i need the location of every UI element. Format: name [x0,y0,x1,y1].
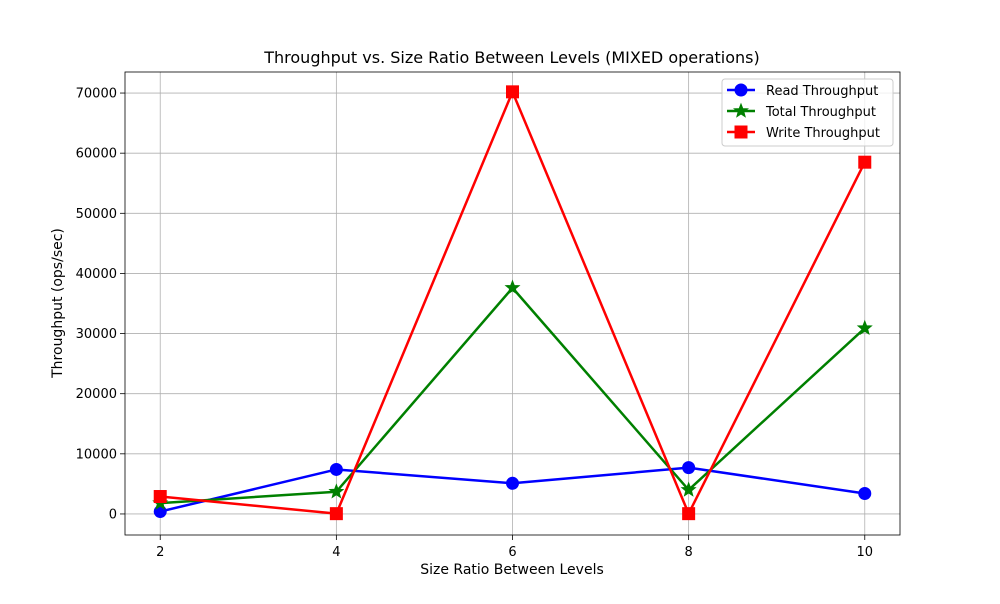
data-point [329,462,343,476]
y-tick-label: 10000 [76,447,117,462]
plot-frame [124,71,901,536]
data-point [153,490,167,504]
data-point [856,319,873,335]
y-tick-label: 20000 [76,387,117,402]
y-axis-label: Throughput (ops/sec) [50,228,66,379]
x-tick-label: 4 [332,545,340,560]
data-point [329,507,343,521]
x-tick-label: 6 [508,545,516,560]
legend-label: Total Throughput [765,105,876,120]
data-point [328,483,345,499]
data-point [506,476,519,490]
data-point [858,155,872,169]
legend-box [721,78,894,147]
y-tick-label: 40000 [76,267,117,282]
chart-title: Throughput vs. Size Ratio Between Levels… [263,48,759,67]
x-tick-label: 10 [856,545,873,560]
data-point [680,481,697,497]
y-tick-label: 30000 [76,327,117,342]
y-tick-label: 0 [109,507,117,522]
data-point [682,461,696,475]
y-tick-label: 70000 [76,87,117,102]
x-tick-label: 2 [156,545,164,560]
x-axis-label: Size Ratio Between Levels [420,562,604,578]
data-point [504,279,521,295]
legend: Read Throughput Total Throughput Write Thr… [721,78,894,147]
y-tick-label: 50000 [76,207,117,222]
legend-label: Write Throughput [766,126,880,141]
data-point [682,507,696,521]
data-point [858,487,872,501]
data-point [506,85,519,99]
legend-label: Read Throughput [766,84,878,99]
x-tick-label: 8 [684,545,692,560]
series-group [152,85,873,521]
y-tick-label: 60000 [76,147,117,162]
series-write-throughput [153,85,872,521]
legend-marker [734,83,748,97]
legend-marker [733,102,749,118]
legend-marker [734,125,748,139]
series-read-throughput [153,461,872,519]
axes: 2 4 6 8 10 0 10000 20000 30000 40000 50000 60000 700… [76,71,901,560]
